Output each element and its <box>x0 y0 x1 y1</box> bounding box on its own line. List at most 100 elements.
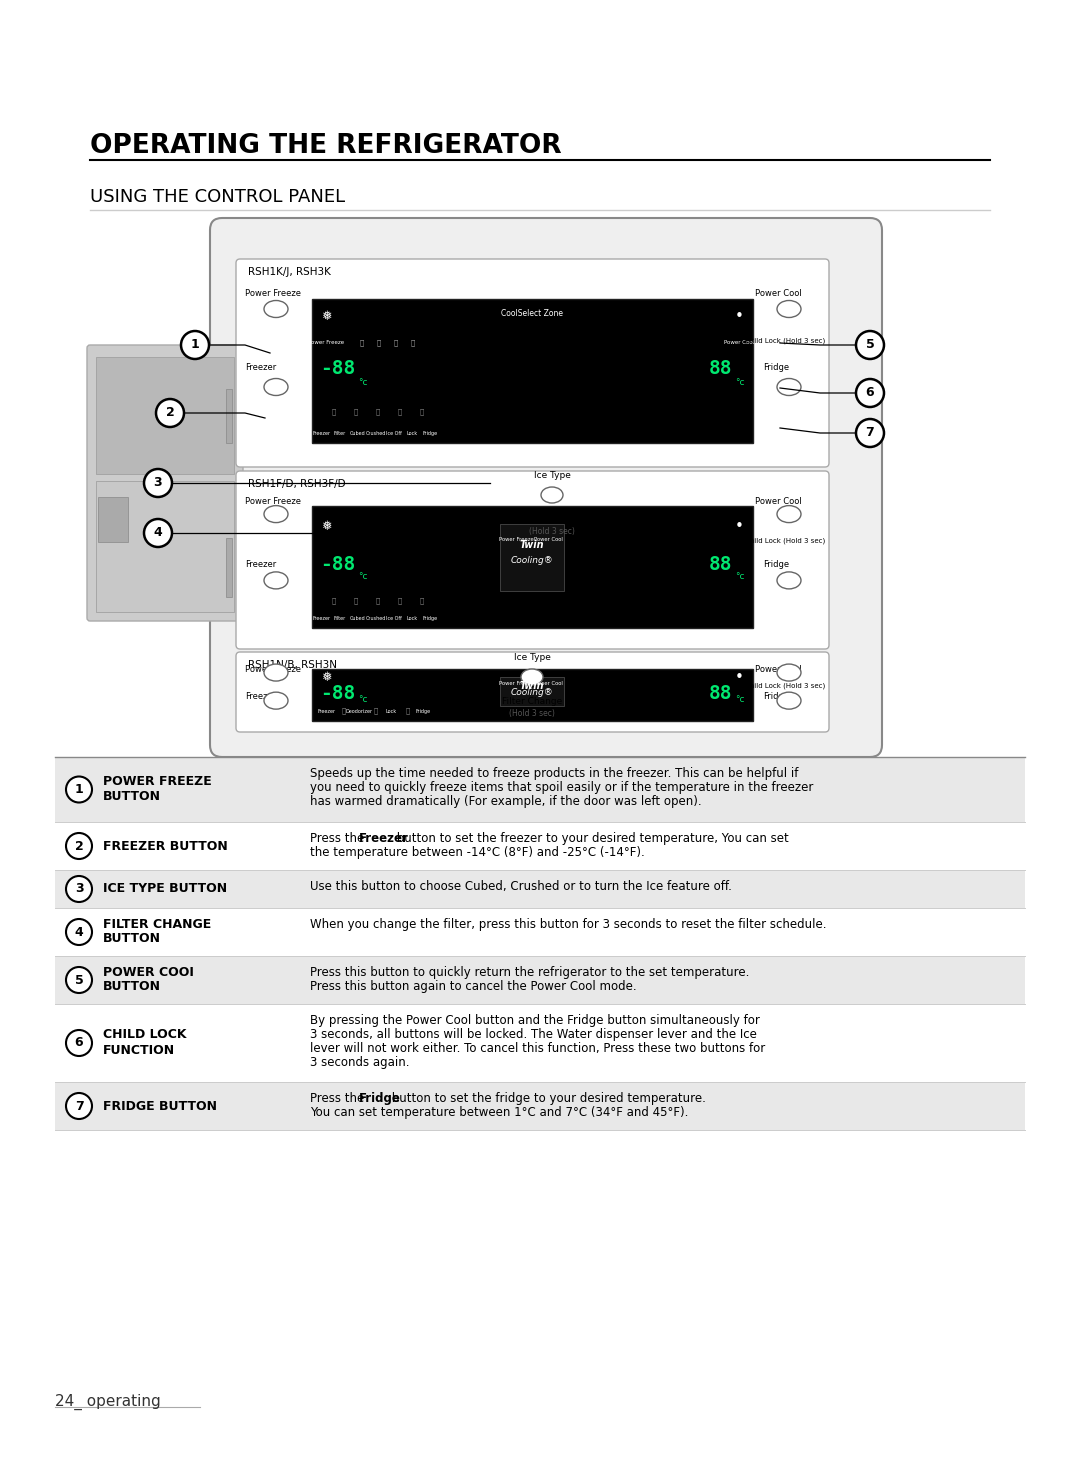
Text: °c: °c <box>735 379 744 387</box>
FancyBboxPatch shape <box>237 653 829 732</box>
Text: POWER COOI: POWER COOI <box>103 965 194 978</box>
Ellipse shape <box>264 379 288 395</box>
Circle shape <box>856 418 885 446</box>
Text: Ice Off: Ice Off <box>386 432 402 436</box>
Text: ⬛: ⬛ <box>354 408 359 414</box>
Text: •: • <box>734 518 743 533</box>
Text: Press the: Press the <box>310 1091 368 1105</box>
Text: FRIDGE BUTTON: FRIDGE BUTTON <box>103 1099 217 1112</box>
Text: (Hold 3 sec): (Hold 3 sec) <box>509 709 555 717</box>
Text: 1: 1 <box>75 784 83 795</box>
Bar <box>55 1005 1025 1083</box>
Bar <box>98 498 129 542</box>
Circle shape <box>66 1030 92 1056</box>
Text: 3 seconds, all buttons will be locked. The Water dispenser lever and the Ice: 3 seconds, all buttons will be locked. T… <box>310 1028 757 1041</box>
Text: ⬛: ⬛ <box>397 408 402 414</box>
Text: FILTER CHANGE: FILTER CHANGE <box>103 918 212 931</box>
Circle shape <box>181 331 210 359</box>
Bar <box>55 822 1025 871</box>
Text: Ice Type: Ice Type <box>534 471 570 480</box>
Text: Press this button to quickly return the refrigerator to the set temperature.: Press this button to quickly return the … <box>310 966 750 980</box>
Text: Cooling®: Cooling® <box>511 688 553 697</box>
Ellipse shape <box>777 379 801 395</box>
Text: Twin: Twin <box>519 539 544 549</box>
Bar <box>500 676 564 706</box>
Text: 7: 7 <box>866 427 875 439</box>
Text: ⬛: ⬛ <box>332 598 336 604</box>
Text: ⬛: ⬛ <box>394 339 399 346</box>
Text: Fridge: Fridge <box>762 560 789 569</box>
Text: •: • <box>734 309 743 324</box>
Bar <box>55 907 1025 956</box>
Circle shape <box>156 399 184 427</box>
Bar <box>55 757 1025 822</box>
Text: Child Lock (Hold 3 sec): Child Lock (Hold 3 sec) <box>745 682 825 689</box>
Bar <box>55 871 1025 907</box>
Text: Power Cool: Power Cool <box>755 496 801 507</box>
Ellipse shape <box>264 692 288 709</box>
Text: Fridge: Fridge <box>422 616 437 622</box>
Text: Crushed: Crushed <box>366 616 387 622</box>
Circle shape <box>66 834 92 859</box>
Text: When you change the filter, press this button for 3 seconds to reset the filter : When you change the filter, press this b… <box>310 918 826 931</box>
Text: Fridge: Fridge <box>762 692 789 701</box>
Text: °c: °c <box>735 695 744 704</box>
Ellipse shape <box>264 300 288 318</box>
Bar <box>312 299 753 443</box>
Text: -88: -88 <box>320 685 355 703</box>
Text: ⬛: ⬛ <box>360 339 364 346</box>
Text: -88: -88 <box>320 555 355 574</box>
Text: Filter: Filter <box>334 432 346 436</box>
Text: ⬛: ⬛ <box>342 707 346 714</box>
Text: 2: 2 <box>165 407 174 420</box>
Text: Freezer: Freezer <box>313 432 332 436</box>
Bar <box>312 505 753 627</box>
Text: Lock: Lock <box>406 616 418 622</box>
Text: Deodorizer: Deodorizer <box>346 709 373 714</box>
Text: CHILD LOCK: CHILD LOCK <box>103 1028 187 1041</box>
Text: 7: 7 <box>75 1099 83 1112</box>
FancyBboxPatch shape <box>237 471 829 650</box>
Text: Twin: Twin <box>519 681 544 691</box>
Text: ⬛: ⬛ <box>406 707 410 714</box>
Text: 6: 6 <box>866 386 875 399</box>
Text: °c: °c <box>735 572 744 580</box>
Ellipse shape <box>777 664 801 681</box>
Text: ❅: ❅ <box>321 309 332 323</box>
Text: Fridge: Fridge <box>422 432 437 436</box>
Text: Power Freeze: Power Freeze <box>245 289 301 298</box>
Text: Cubed: Cubed <box>350 616 366 622</box>
Bar <box>96 358 234 474</box>
Text: Power Freeze: Power Freeze <box>245 496 301 507</box>
Text: you need to quickly freeze items that spoil easily or if the temperature in the : you need to quickly freeze items that sp… <box>310 781 813 794</box>
Text: Power Cool: Power Cool <box>724 340 754 345</box>
Text: BUTTON: BUTTON <box>103 932 161 946</box>
Text: Use this button to choose Cubed, Crushed or to turn the Ice feature off.: Use this button to choose Cubed, Crushed… <box>310 879 732 893</box>
Text: 6: 6 <box>75 1037 83 1049</box>
Text: Power Freeze: Power Freeze <box>499 538 534 542</box>
Text: ❅: ❅ <box>321 672 332 685</box>
Text: ⬛: ⬛ <box>376 598 380 604</box>
Text: RSH1N/B, RSH3N: RSH1N/B, RSH3N <box>248 660 337 670</box>
Circle shape <box>144 518 172 546</box>
Text: Freezer: Freezer <box>245 560 276 569</box>
Ellipse shape <box>521 669 543 685</box>
Text: CoolSelect Zone: CoolSelect Zone <box>501 309 563 318</box>
Bar <box>55 956 1025 1005</box>
Text: button to set the fridge to your desired temperature.: button to set the fridge to your desired… <box>389 1091 706 1105</box>
Text: FREEZER BUTTON: FREEZER BUTTON <box>103 840 228 853</box>
Text: By pressing the Power Cool button and the Fridge button simultaneously for: By pressing the Power Cool button and th… <box>310 1013 760 1027</box>
Text: lever will not work either. To cancel this function, Press these two buttons for: lever will not work either. To cancel th… <box>310 1041 766 1055</box>
Text: 2: 2 <box>75 840 83 853</box>
Circle shape <box>66 966 92 993</box>
Text: ⬛: ⬛ <box>332 408 336 414</box>
Circle shape <box>66 876 92 901</box>
Text: ⬛: ⬛ <box>374 707 378 714</box>
Text: 88: 88 <box>708 358 732 377</box>
Circle shape <box>856 331 885 359</box>
Text: Power Freeze: Power Freeze <box>245 666 301 675</box>
Circle shape <box>66 919 92 946</box>
Text: Power Cool: Power Cool <box>534 681 563 686</box>
Text: ICE TYPE BUTTON: ICE TYPE BUTTON <box>103 882 227 896</box>
Text: ⬛: ⬛ <box>397 598 402 604</box>
